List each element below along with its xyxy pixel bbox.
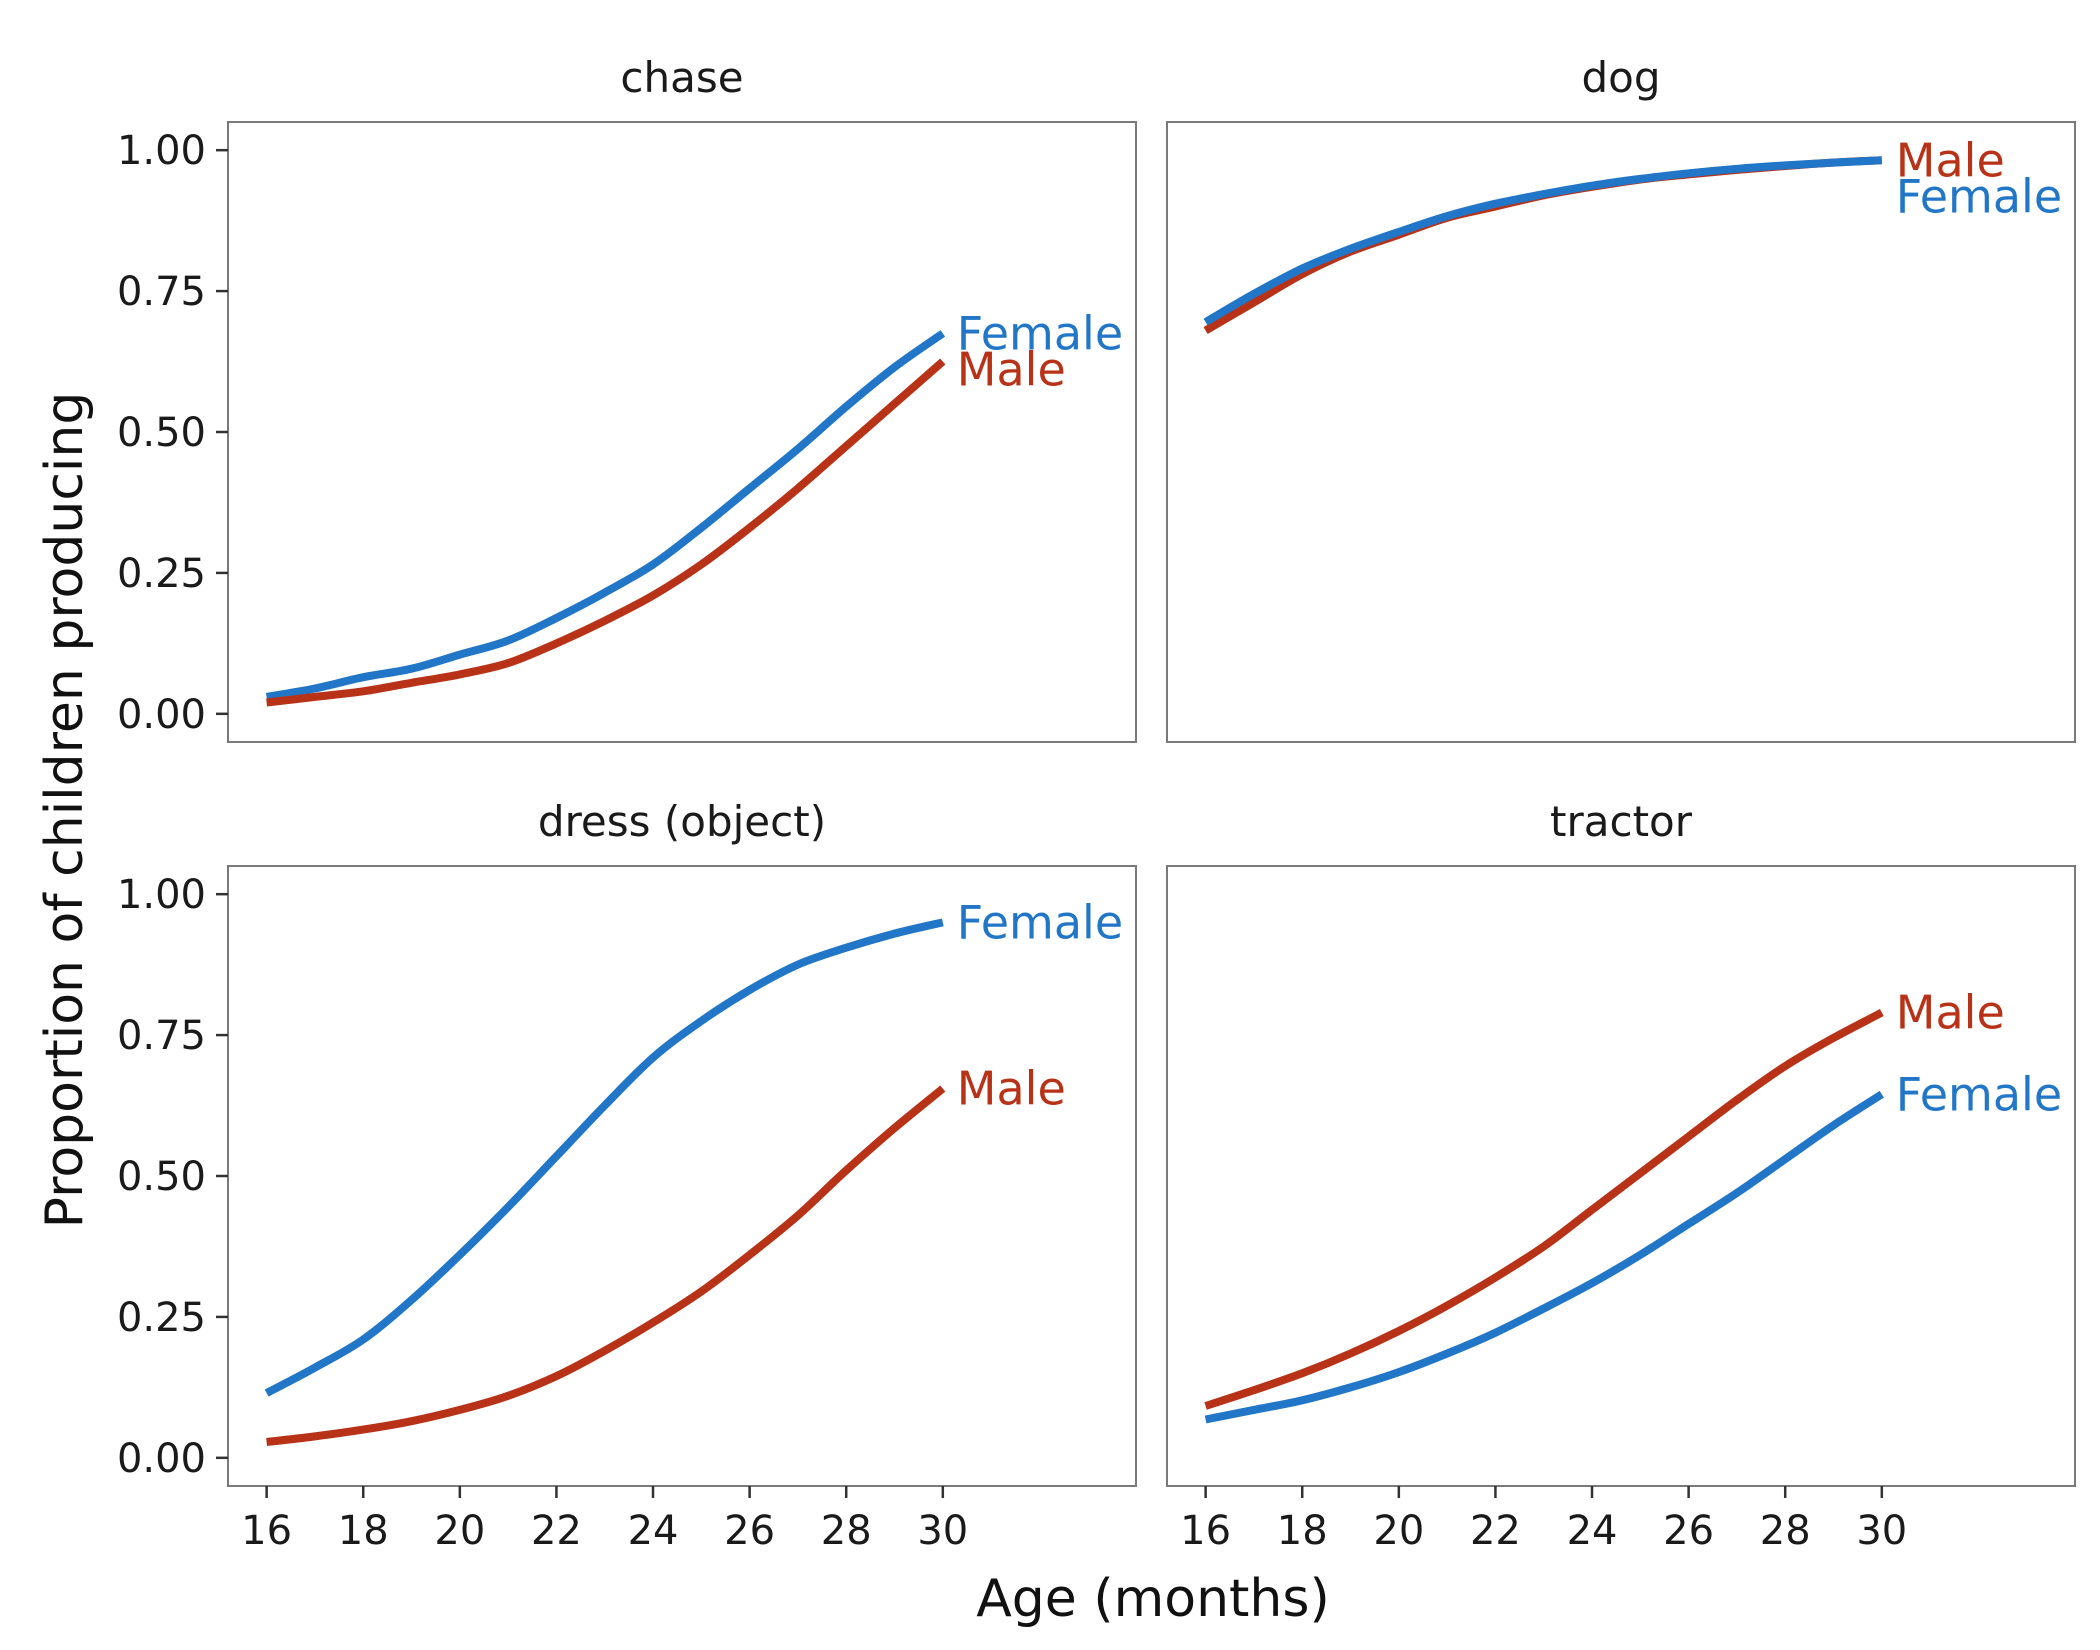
y-tick-label: 0.75	[117, 1013, 206, 1059]
y-tick-label: 0.25	[117, 551, 206, 597]
x-tick-label: 20	[434, 1508, 485, 1554]
x-tick-label: 24	[1567, 1508, 1618, 1554]
panel-border	[227, 865, 1137, 1487]
y-tick-label: 0.00	[117, 692, 206, 738]
series-line-male	[1204, 1008, 1884, 1410]
y-tick-label: 0.25	[117, 1295, 206, 1341]
panel-title: chase	[620, 53, 743, 102]
y-tick-label: 0.50	[117, 410, 206, 456]
series-line-female	[1203, 156, 1882, 326]
series-label-female: Female	[1896, 169, 2062, 223]
x-tick-label: 16	[1180, 1508, 1231, 1554]
series-label-male: Male	[957, 342, 1066, 396]
series-label-male: Male	[957, 1062, 1066, 1116]
panel-border	[1166, 865, 2076, 1487]
y-tick-label: 1.00	[117, 128, 206, 174]
series-label-female: Female	[1896, 1067, 2062, 1121]
series-label-female: Female	[957, 895, 1123, 949]
x-tick-label: 18	[1277, 1508, 1328, 1554]
x-tick-label: 30	[1856, 1508, 1907, 1554]
x-tick-label: 18	[338, 1508, 389, 1554]
panel-title: dog	[1581, 53, 1660, 102]
y-tick-label: 0.00	[117, 1436, 206, 1482]
y-tick-label: 0.75	[117, 269, 206, 315]
series-line-male	[266, 358, 946, 707]
panel-dress-object: dress (object) 0.00 0.25 0.50 0.75 1.00 16 18 20…	[117, 797, 1137, 1554]
series-line-male	[1203, 156, 1882, 334]
series-line-female	[1204, 1090, 1884, 1424]
x-tick-label: 26	[724, 1508, 775, 1554]
x-tick-label: 20	[1373, 1508, 1424, 1554]
panel-border	[227, 121, 1137, 743]
x-tick-label: 26	[1663, 1508, 1714, 1554]
x-tick-label: 30	[917, 1508, 968, 1554]
series-label-male: Male	[1896, 133, 2005, 187]
y-axis-title: Proportion of children producing	[35, 392, 95, 1229]
y-tick-label: 0.50	[117, 1154, 206, 1200]
y-tick-label: 1.00	[117, 872, 206, 918]
panel-title: tractor	[1550, 797, 1693, 846]
x-tick-label: 22	[1470, 1508, 1521, 1554]
series-line-female	[265, 330, 946, 701]
series-label-female: Female	[957, 306, 1123, 360]
x-tick-label: 22	[531, 1508, 582, 1554]
x-tick-label: 24	[628, 1508, 679, 1554]
x-axis-title: Age (months)	[976, 1569, 1330, 1629]
x-tick-label: 16	[241, 1508, 292, 1554]
panel-tractor: tractor 16 18 20 22 24 26 28 30 Male Female	[1166, 797, 2076, 1554]
x-tick-label: 28	[1760, 1508, 1811, 1554]
panel-border	[1166, 121, 2076, 743]
series-line-female	[264, 918, 944, 1397]
x-tick-label: 28	[821, 1508, 872, 1554]
series-label-male: Male	[1896, 986, 2005, 1040]
panel-title: dress (object)	[538, 797, 826, 846]
series-line-male	[266, 1085, 946, 1446]
